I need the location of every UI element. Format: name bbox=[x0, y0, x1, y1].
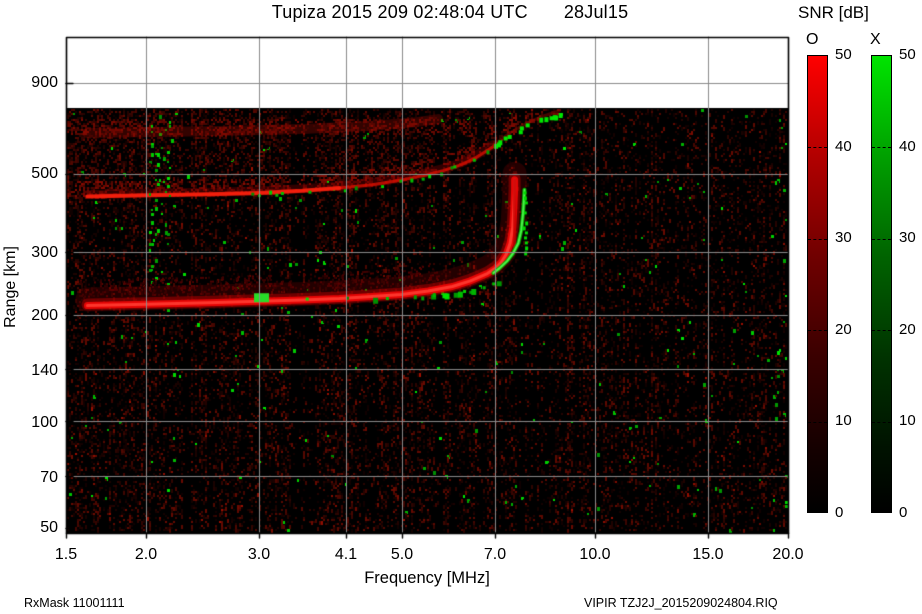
colorbar-tick-dash bbox=[808, 422, 827, 423]
y-tick-140: 140 bbox=[31, 362, 58, 379]
x-cb-tick-10: 10 bbox=[899, 412, 916, 429]
footer-rxmask: RxMask 11001111 bbox=[24, 596, 125, 610]
o-cb-tick-30: 30 bbox=[835, 229, 852, 246]
y-tick-300: 300 bbox=[31, 244, 58, 261]
colorbar-tick-dash bbox=[872, 147, 891, 148]
plot-date: 28Jul15 bbox=[563, 2, 629, 22]
o-cb-tick-0: 0 bbox=[835, 504, 844, 521]
y-tick-200: 200 bbox=[31, 307, 58, 324]
x-tick-15-0: 15.0 bbox=[692, 546, 724, 563]
y-tick-900: 900 bbox=[31, 74, 58, 91]
x-cb-tick-0: 0 bbox=[899, 504, 908, 521]
y-tick-50: 50 bbox=[40, 519, 58, 536]
x-tick-3-0: 3.0 bbox=[247, 546, 271, 563]
plot-title-row: Tupiza 2015 209 02:48:04 UTC 28Jul15 bbox=[100, 2, 800, 23]
x-tick-1-5: 1.5 bbox=[54, 546, 78, 563]
x-cb-tick-30: 30 bbox=[899, 229, 916, 246]
x-cb-tick-50: 50 bbox=[899, 46, 916, 63]
x-axis-label: Frequency [MHz] bbox=[364, 569, 490, 587]
o-mode-header: O bbox=[806, 31, 819, 48]
x-mode-colorbar bbox=[871, 55, 892, 513]
x-tick-2-0: 2.0 bbox=[134, 546, 158, 563]
colorbar-tick-dash bbox=[872, 422, 891, 423]
x-cb-tick-40: 40 bbox=[899, 138, 916, 155]
colorbar-tick-dash bbox=[808, 330, 827, 331]
o-cb-tick-50: 50 bbox=[835, 46, 852, 63]
colorbar-tick-dash bbox=[808, 147, 827, 148]
footer-filename: VIPIR TZJ2J_2015209024804.RIQ bbox=[584, 596, 778, 610]
x-tick-20-0: 20.0 bbox=[772, 546, 804, 563]
x-mode-header: X bbox=[870, 31, 881, 48]
o-mode-colorbar bbox=[807, 55, 828, 513]
x-cb-tick-20: 20 bbox=[899, 321, 916, 338]
y-tick-100: 100 bbox=[31, 414, 58, 431]
plot-title: Tupiza 2015 209 02:48:04 UTC bbox=[271, 2, 528, 22]
x-tick-7-0: 7.0 bbox=[483, 546, 507, 563]
x-tick-5-0: 5.0 bbox=[390, 546, 414, 563]
colorbar-tick-dash bbox=[808, 239, 827, 240]
o-cb-tick-10: 10 bbox=[835, 412, 852, 429]
x-tick-10-0: 10.0 bbox=[579, 546, 611, 563]
y-tick-500: 500 bbox=[31, 165, 58, 182]
x-tick-4-1: 4.1 bbox=[334, 546, 358, 563]
colorbar-title: SNR [dB] bbox=[798, 3, 869, 22]
colorbar-tick-dash bbox=[872, 330, 891, 331]
y-tick-70: 70 bbox=[40, 469, 58, 486]
o-cb-tick-40: 40 bbox=[835, 138, 852, 155]
o-cb-tick-20: 20 bbox=[835, 321, 852, 338]
colorbar-tick-dash bbox=[872, 239, 891, 240]
